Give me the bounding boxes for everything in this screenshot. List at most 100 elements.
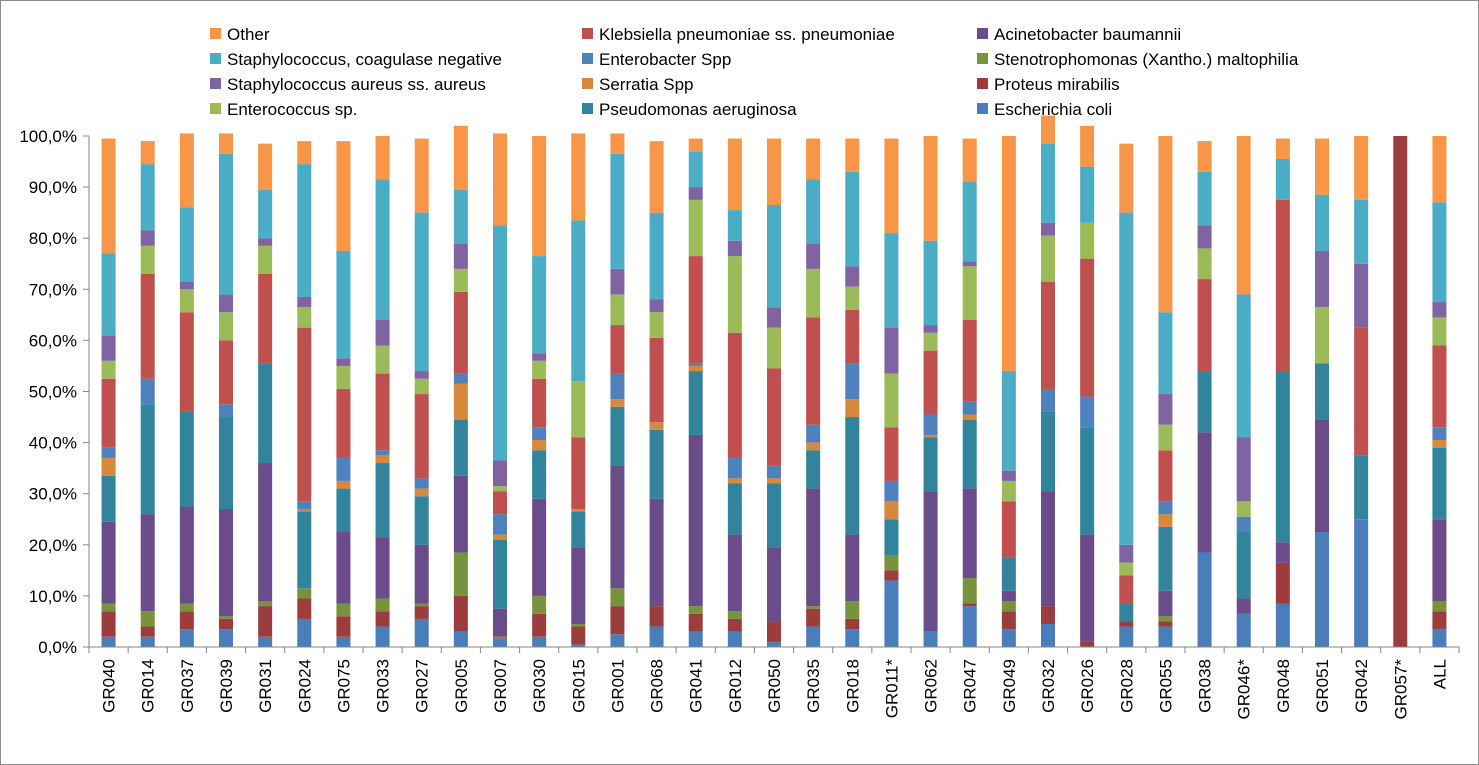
x-tick-label: GR015 bbox=[569, 659, 588, 713]
bar-segment bbox=[962, 138, 977, 182]
bar-stack bbox=[649, 141, 664, 647]
y-tick-label: 80,0% bbox=[29, 229, 77, 248]
bar-segment bbox=[610, 399, 625, 407]
bar-segment bbox=[1275, 542, 1290, 563]
x-tick-label: GR049 bbox=[1000, 659, 1019, 713]
bar-segment bbox=[375, 136, 390, 180]
bar-segment bbox=[1236, 294, 1251, 438]
bar-segment bbox=[845, 138, 860, 172]
x-tick-label: GR041 bbox=[687, 659, 706, 713]
bar-segment bbox=[258, 363, 273, 464]
x-tick-label: GR026 bbox=[1078, 659, 1097, 713]
bar-segment bbox=[179, 207, 194, 282]
bar-segment bbox=[845, 171, 860, 267]
bar-segment bbox=[688, 363, 703, 366]
bar-segment bbox=[414, 394, 429, 479]
x-tick-label: GR033 bbox=[374, 659, 393, 713]
bars bbox=[101, 115, 1447, 647]
bar-segment bbox=[1158, 626, 1173, 647]
bar-segment bbox=[1001, 470, 1016, 481]
bar-segment bbox=[1041, 624, 1055, 647]
bar-segment bbox=[727, 534, 742, 612]
bar-segment bbox=[845, 286, 860, 310]
bar-segment bbox=[297, 588, 312, 599]
x-tick-label: GR048 bbox=[1274, 659, 1293, 713]
legend-swatch bbox=[582, 78, 593, 89]
bar-segment bbox=[688, 434, 703, 607]
bar-segment bbox=[1119, 575, 1134, 604]
bar-segment bbox=[414, 496, 429, 545]
x-tick-label: GR035 bbox=[804, 659, 823, 713]
bar-segment bbox=[1119, 603, 1134, 622]
bar-segment bbox=[767, 465, 781, 479]
bar-segment bbox=[1275, 603, 1290, 647]
bar-segment bbox=[258, 636, 273, 647]
bar-stack bbox=[532, 136, 547, 647]
bar-segment bbox=[806, 442, 821, 451]
bar-segment bbox=[532, 595, 547, 614]
bar-segment bbox=[1197, 171, 1212, 226]
bar-segment bbox=[1275, 158, 1290, 200]
bar-segment bbox=[806, 179, 821, 244]
bar-stack bbox=[767, 138, 781, 647]
bar-segment bbox=[1158, 136, 1173, 313]
x-tick-label: GR062 bbox=[922, 659, 941, 713]
bar-segment bbox=[884, 233, 899, 328]
bar-segment bbox=[297, 618, 312, 647]
bar-segment bbox=[297, 296, 312, 308]
bar-segment bbox=[767, 547, 781, 622]
bar-segment bbox=[571, 509, 586, 512]
bar-segment bbox=[532, 613, 547, 637]
bar-segment bbox=[1432, 447, 1447, 520]
bar-segment bbox=[1354, 327, 1369, 456]
bar-segment bbox=[571, 624, 586, 627]
bar-segment bbox=[1158, 526, 1173, 591]
bar-segment bbox=[688, 199, 703, 257]
bar-segment bbox=[414, 603, 429, 607]
legend-item: Klebsiella pneumoniae ss. pneumoniae bbox=[582, 25, 895, 44]
y-tick-label: 10,0% bbox=[29, 587, 77, 606]
bar-segment bbox=[219, 509, 233, 617]
bar-segment bbox=[884, 327, 899, 374]
bar-segment bbox=[1001, 136, 1016, 372]
bar-segment bbox=[1432, 202, 1447, 303]
bar-segment bbox=[297, 164, 312, 297]
bar-segment bbox=[453, 552, 468, 596]
bar-segment bbox=[571, 437, 586, 510]
bar-segment bbox=[1393, 136, 1408, 647]
bar-segment bbox=[453, 419, 468, 476]
bar-segment bbox=[1080, 641, 1095, 647]
bar-stack bbox=[688, 138, 703, 647]
bar-segment bbox=[727, 611, 742, 619]
legend-label: Escherichia coli bbox=[994, 100, 1112, 119]
legend-swatch bbox=[582, 53, 593, 64]
bar-segment bbox=[688, 606, 703, 614]
bar-stack bbox=[727, 138, 742, 647]
bar-segment bbox=[179, 506, 194, 604]
bar-segment bbox=[649, 299, 664, 313]
bar-segment bbox=[532, 360, 547, 379]
bar-segment bbox=[845, 601, 860, 619]
bar-segment bbox=[532, 636, 547, 647]
bar-segment bbox=[923, 434, 938, 438]
bar-stack bbox=[375, 136, 390, 647]
bar-segment bbox=[1001, 501, 1016, 558]
bar-stack bbox=[1315, 138, 1329, 647]
legend-label: Other bbox=[227, 25, 270, 44]
bar-segment bbox=[806, 608, 821, 627]
bar-segment bbox=[219, 618, 233, 630]
bar-segment bbox=[923, 136, 938, 241]
bar-segment bbox=[336, 616, 351, 637]
bar-segment bbox=[336, 141, 351, 251]
bar-stack bbox=[493, 133, 507, 647]
bar-segment bbox=[1001, 590, 1016, 602]
bar-segment bbox=[1001, 371, 1016, 471]
bar-segment bbox=[571, 626, 586, 645]
x-axis: GR040 GR014 GR037 GR039 GR031 GR024 GR075 GR033… bbox=[88, 646, 1460, 719]
bar-segment bbox=[806, 488, 821, 607]
bar-segment bbox=[101, 636, 116, 647]
x-tick-label: GR030 bbox=[530, 659, 549, 713]
bar-segment bbox=[336, 365, 351, 389]
x-tick-label: GR040 bbox=[100, 659, 119, 713]
